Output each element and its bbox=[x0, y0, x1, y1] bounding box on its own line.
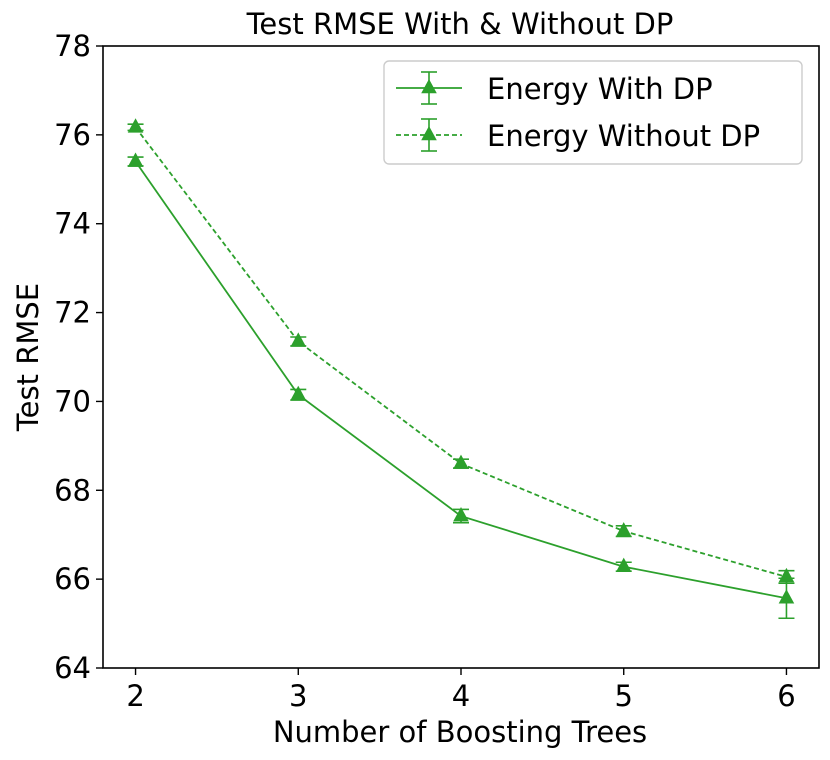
chart-title: Test RMSE With & Without DP bbox=[246, 7, 674, 41]
y-tick-label: 76 bbox=[54, 118, 91, 152]
x-tick-label: 2 bbox=[126, 679, 144, 713]
legend-marker bbox=[421, 125, 437, 141]
x-axis-title: Number of Boosting Trees bbox=[273, 715, 647, 749]
legend-label: Energy Without DP bbox=[487, 119, 760, 153]
y-axis-title: Test RMSE bbox=[11, 283, 45, 432]
x-tick-label: 6 bbox=[777, 679, 795, 713]
data-point bbox=[778, 589, 795, 604]
y-tick-label: 66 bbox=[54, 562, 91, 596]
y-tick-label: 74 bbox=[54, 207, 91, 241]
data-point bbox=[453, 507, 469, 522]
series-line-with-dp bbox=[134, 160, 787, 600]
x-tick-label: 4 bbox=[452, 679, 470, 713]
y-tick-label: 70 bbox=[54, 384, 91, 418]
x-tick-label: 5 bbox=[615, 679, 633, 713]
x-axis: 2 3 4 5 6 bbox=[126, 668, 796, 713]
legend-label: Energy With DP bbox=[487, 72, 713, 106]
x-tick-label: 3 bbox=[289, 679, 307, 713]
plot-area bbox=[127, 118, 795, 620]
data-point bbox=[615, 557, 632, 573]
data-point bbox=[615, 522, 632, 537]
legend: Energy With DP Energy Without DP bbox=[383, 60, 803, 165]
y-tick-label: 78 bbox=[54, 29, 91, 63]
data-point bbox=[127, 118, 144, 133]
y-tick-label: 68 bbox=[54, 473, 91, 507]
data-point bbox=[453, 454, 469, 469]
legend-marker bbox=[421, 78, 437, 94]
data-point bbox=[127, 152, 144, 167]
data-point bbox=[290, 385, 307, 401]
legend-box bbox=[383, 60, 803, 165]
data-point bbox=[290, 332, 307, 347]
y-axis: 64 66 68 70 72 74 76 78 bbox=[54, 29, 103, 685]
y-tick-label: 72 bbox=[54, 296, 91, 330]
data-point bbox=[778, 567, 795, 583]
y-tick-label: 64 bbox=[54, 651, 91, 685]
